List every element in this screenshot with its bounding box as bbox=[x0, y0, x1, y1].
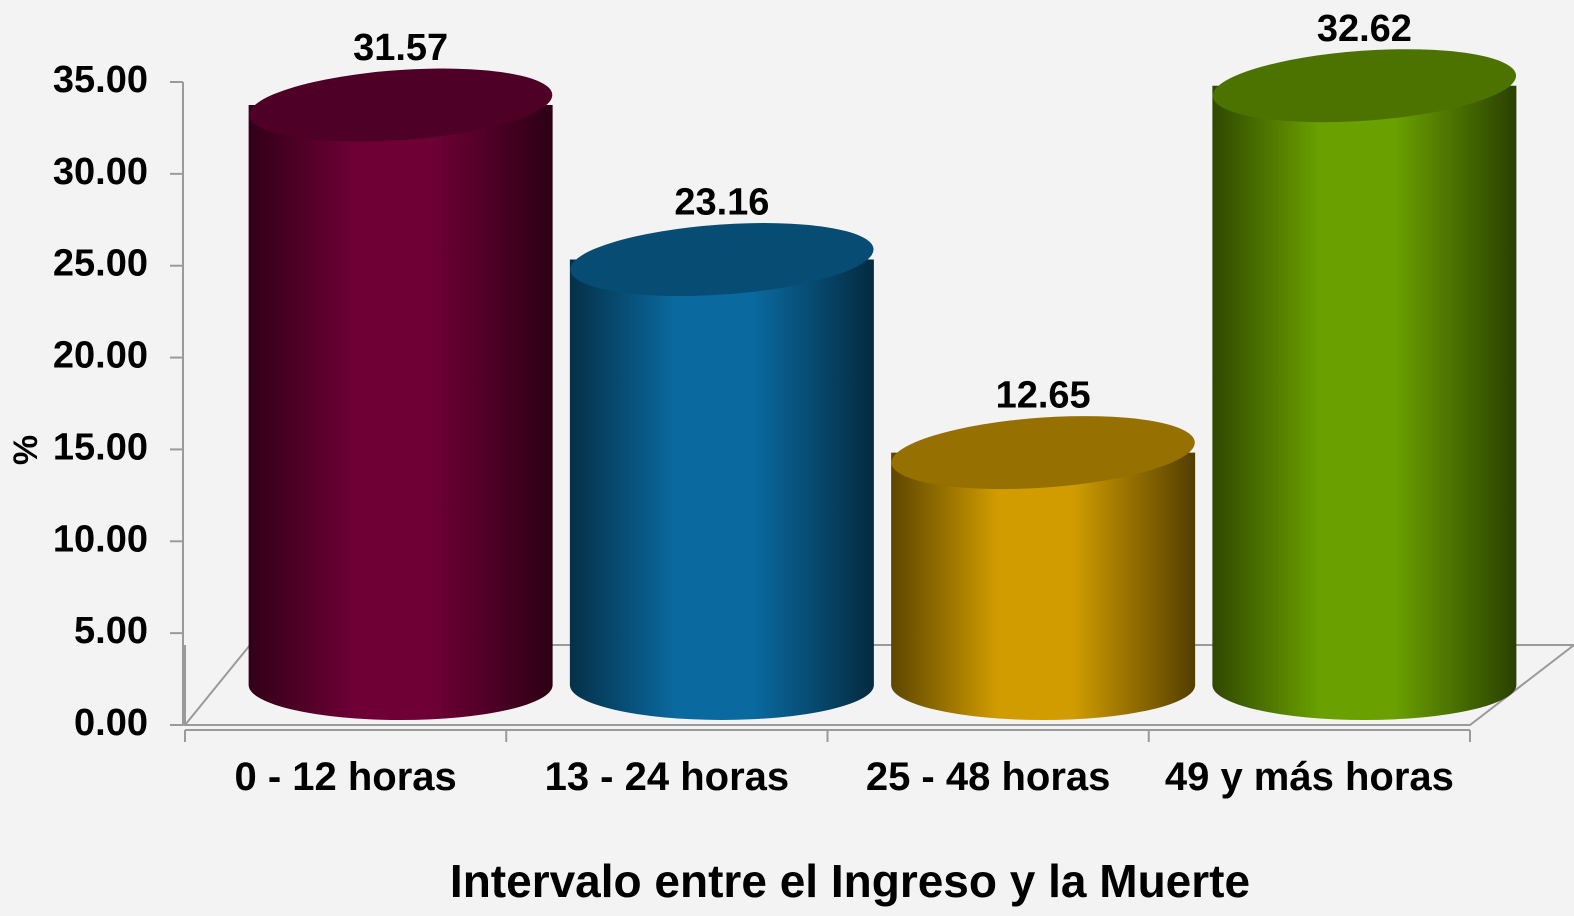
value-label: 31.57 bbox=[353, 27, 448, 69]
y-tick-label: 0.00 bbox=[74, 702, 148, 744]
bar bbox=[569, 259, 874, 720]
y-axis-label: % bbox=[7, 435, 45, 465]
value-label: 32.62 bbox=[1317, 8, 1412, 50]
x-tick-label: 49 y más horas bbox=[1164, 755, 1454, 799]
y-tick-label: 15.00 bbox=[53, 426, 148, 468]
bar bbox=[891, 452, 1196, 720]
floor bbox=[182, 644, 1574, 726]
y-tick-label: 10.00 bbox=[53, 518, 148, 560]
y-tick-label: 25.00 bbox=[53, 243, 148, 285]
value-label: 12.65 bbox=[996, 375, 1091, 417]
bar bbox=[1212, 85, 1517, 720]
y-tick-label: 30.00 bbox=[53, 151, 148, 193]
x-axis-title: Intervalo entre el Ingreso y la Muerte bbox=[450, 855, 1250, 907]
bar-top bbox=[570, 223, 874, 297]
x-tick-label: 0 - 12 horas bbox=[234, 755, 457, 799]
bar-top bbox=[248, 68, 553, 142]
x-tick-label: 13 - 24 horas bbox=[544, 755, 790, 799]
y-tick-label: 20.00 bbox=[53, 335, 148, 377]
y-tick-label: 5.00 bbox=[74, 610, 148, 652]
bar-top bbox=[891, 416, 1195, 490]
y-tick-label: 35.00 bbox=[53, 59, 148, 101]
x-tick-label: 25 - 48 horas bbox=[865, 755, 1111, 799]
bar-top bbox=[1212, 49, 1517, 123]
value-label: 23.16 bbox=[674, 182, 769, 224]
bar bbox=[248, 105, 553, 721]
